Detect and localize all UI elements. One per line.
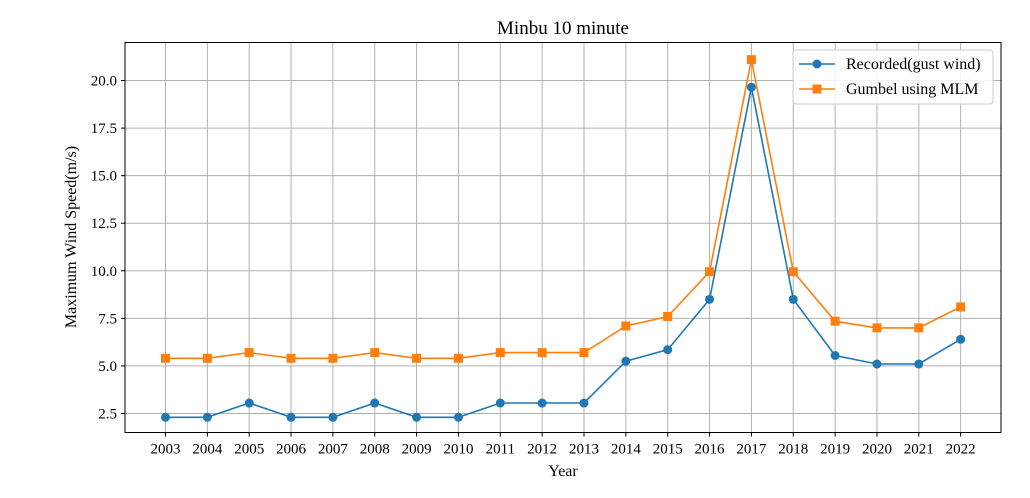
x-tick-label: 2008 <box>360 442 390 458</box>
y-tick-label: 5.0 <box>98 359 117 375</box>
point-gumbel <box>286 353 296 363</box>
point-recorded <box>956 334 966 344</box>
point-gumbel <box>412 353 422 363</box>
point-recorded <box>495 398 505 408</box>
x-tick-label: 2020 <box>862 442 892 458</box>
x-tick-label: 2012 <box>527 442 557 458</box>
point-recorded <box>914 359 924 369</box>
point-recorded <box>453 412 463 422</box>
x-tick-label: 2018 <box>778 442 808 458</box>
point-gumbel <box>956 302 966 312</box>
y-tick-label: 12.5 <box>91 216 117 232</box>
x-tick-label: 2007 <box>318 442 349 458</box>
point-recorded <box>370 398 380 408</box>
legend-box <box>792 49 994 105</box>
x-tick-label: 2022 <box>946 442 976 458</box>
y-axis-label: Maximum Wind Speed(m/s) <box>63 146 80 328</box>
point-recorded <box>202 412 212 422</box>
x-tick-label: 2004 <box>192 442 223 458</box>
x-tick-label: 2021 <box>904 442 934 458</box>
x-tick-label: 2006 <box>276 442 307 458</box>
point-gumbel <box>244 348 254 358</box>
point-gumbel <box>872 323 882 333</box>
y-tick-label: 17.5 <box>91 121 117 137</box>
y-tick-label: 15.0 <box>91 169 117 185</box>
x-tick-label: 2016 <box>695 442 726 458</box>
point-gumbel <box>746 55 756 65</box>
y-tick-label: 2.5 <box>98 406 117 422</box>
point-gumbel <box>830 316 840 326</box>
point-recorded <box>705 294 715 304</box>
point-gumbel <box>621 321 631 331</box>
point-gumbel <box>579 348 589 358</box>
point-recorded <box>412 412 422 422</box>
legend-label-recorded: Recorded(gust wind) <box>846 56 981 73</box>
series-line-recorded <box>165 87 962 419</box>
legend: Recorded(gust wind) Gumbel using MLM <box>792 49 994 105</box>
x-axis-label: Year <box>548 463 578 480</box>
point-recorded <box>244 398 254 408</box>
point-gumbel <box>705 267 715 277</box>
point-recorded <box>830 350 840 360</box>
point-recorded <box>328 412 338 422</box>
x-tick-label: 2019 <box>820 442 850 458</box>
point-gumbel <box>161 353 170 363</box>
point-gumbel <box>788 267 798 277</box>
plot-frame <box>124 42 1002 433</box>
x-tick-label: 2009 <box>402 442 432 458</box>
legend-marker-recorded <box>812 59 822 69</box>
point-gumbel <box>202 353 212 363</box>
point-recorded <box>161 412 170 422</box>
y-tick-label: 7.5 <box>98 311 117 327</box>
legend-marker-gumbel <box>812 84 822 94</box>
point-recorded <box>621 356 631 366</box>
point-recorded <box>286 412 296 422</box>
point-recorded <box>663 345 673 355</box>
point-gumbel <box>370 348 380 358</box>
x-tick-label: 2013 <box>569 442 599 458</box>
y-tick-label: 10.0 <box>91 264 117 280</box>
x-tick-label: 2011 <box>486 442 515 458</box>
x-tick-label: 2010 <box>443 442 473 458</box>
point-gumbel <box>914 323 924 333</box>
x-tick-label: 2015 <box>653 442 683 458</box>
point-recorded <box>537 398 547 408</box>
x-tick-label: 2005 <box>234 442 264 458</box>
point-gumbel <box>453 353 463 363</box>
y-tick-label: 20.0 <box>91 74 117 90</box>
point-recorded <box>788 294 798 304</box>
point-recorded <box>746 82 756 92</box>
point-gumbel <box>537 348 547 358</box>
legend-label-gumbel: Gumbel using MLM <box>846 81 978 98</box>
point-gumbel <box>663 311 673 321</box>
series-line-gumbel <box>165 59 961 360</box>
point-recorded <box>579 398 589 408</box>
x-tick-label: 2003 <box>151 442 181 458</box>
x-tick-label: 2017 <box>736 442 767 458</box>
point-gumbel <box>495 348 505 358</box>
chart-title: Minbu 10 minute <box>497 18 629 39</box>
point-recorded <box>872 359 882 369</box>
point-gumbel <box>328 353 338 363</box>
x-tick-label: 2014 <box>611 442 642 458</box>
